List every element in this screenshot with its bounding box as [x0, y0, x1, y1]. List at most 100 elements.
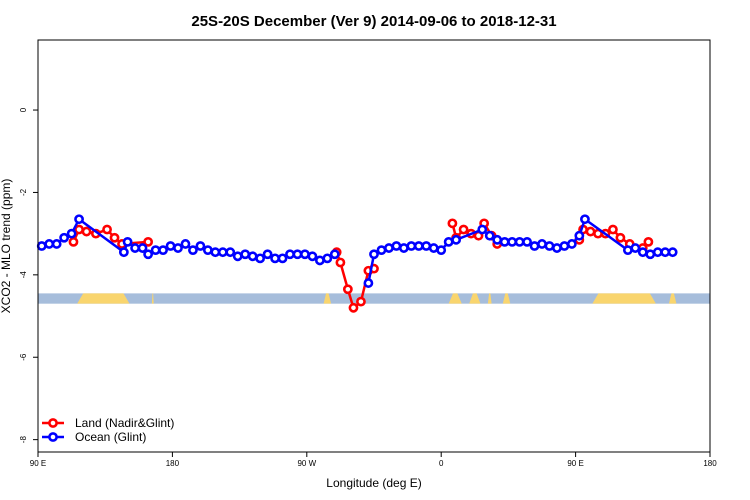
x-tick-label: 180: [703, 459, 717, 468]
data-point: [348, 302, 359, 313]
y-tick-label: -6: [19, 353, 28, 361]
data-point: [225, 247, 236, 258]
data-point: [188, 245, 198, 256]
data-point: [81, 226, 92, 237]
data-point: [44, 239, 55, 249]
data-point: [143, 236, 154, 247]
data-point: [335, 257, 346, 268]
data-point: [180, 239, 191, 249]
data-point: [51, 239, 62, 249]
data-point: [507, 236, 518, 247]
data-point: [667, 247, 678, 258]
y-axis: 0 -2 -4 -6 -8: [19, 107, 38, 443]
land-band-segment: [448, 293, 462, 304]
data-point: [137, 243, 148, 253]
data-point: [285, 249, 295, 260]
land-band-segment: [323, 293, 332, 304]
ocean-band: [38, 293, 710, 304]
data-point: [637, 247, 648, 258]
data-point: [122, 236, 133, 247]
y-tick-label: -8: [19, 436, 28, 444]
land-band-segment: [668, 293, 677, 304]
land-band-segment: [77, 293, 130, 304]
data-point: [645, 249, 656, 260]
data-point: [660, 247, 671, 258]
plot-area: [36, 214, 678, 313]
data-point: [559, 241, 570, 251]
data-point: [165, 241, 176, 251]
data-point: [643, 236, 654, 247]
data-point: [270, 253, 280, 264]
data-point: [247, 251, 258, 262]
data-point: [143, 249, 154, 260]
y-tick-label: -4: [19, 271, 28, 279]
data-point: [451, 234, 462, 245]
data-point: [322, 253, 333, 264]
data-point: [130, 243, 140, 253]
data-point: [195, 241, 206, 251]
data-point: [376, 245, 387, 256]
data-point: [369, 249, 379, 260]
data-point: [300, 249, 310, 260]
data-point: [458, 224, 469, 235]
chart-title: 25S-20S December (Ver 9) 2014-09-06 to 2…: [191, 13, 556, 30]
legend: Land (Nadir&Glint)Ocean (Glint): [42, 416, 174, 444]
data-point: [421, 241, 432, 251]
data-point: [436, 245, 447, 256]
x-tick-label: 0: [439, 459, 444, 468]
data-point: [398, 243, 409, 253]
data-point: [74, 224, 84, 235]
data-point: [413, 241, 424, 251]
x-axis: 90 E 180 90 W 0 90 E 180: [30, 452, 717, 468]
data-point: [307, 251, 318, 262]
data-point: [622, 245, 633, 256]
x-axis-label: Longitude (deg E): [326, 476, 421, 490]
data-point: [356, 296, 366, 307]
y-tick-label: -2: [19, 188, 28, 196]
x-tick-label: 180: [166, 459, 180, 468]
data-point: [447, 218, 458, 229]
data-point: [262, 249, 273, 260]
data-point: [66, 228, 77, 239]
data-point: [608, 224, 618, 235]
data-point: [210, 247, 221, 258]
data-point: [514, 236, 525, 247]
data-point: [443, 236, 454, 247]
land-band-segment: [592, 293, 656, 304]
data-point: [522, 236, 532, 247]
data-point: [217, 247, 228, 258]
data-point: [232, 251, 243, 262]
data-point: [630, 243, 641, 253]
legend-label: Land (Nadir&Glint): [75, 416, 174, 430]
data-point: [428, 243, 439, 253]
data-point: [492, 234, 503, 245]
land-band-segment: [502, 293, 511, 304]
data-point: [484, 230, 495, 241]
x-tick-label: 90 W: [297, 459, 316, 468]
land-band-segment: [469, 293, 481, 304]
data-point: [277, 253, 288, 264]
data-point: [255, 253, 266, 264]
data-point: [544, 241, 555, 251]
data-point: [292, 249, 303, 260]
data-point: [499, 236, 510, 247]
data-point: [36, 241, 47, 251]
data-point: [59, 232, 70, 243]
data-point: [202, 245, 213, 256]
x-tick-label: 90 E: [30, 459, 46, 468]
data-point: [574, 230, 585, 241]
data-point: [537, 239, 547, 249]
data-point: [74, 214, 84, 225]
land-band-segment: [487, 293, 492, 304]
legend-label: Ocean (Glint): [75, 430, 146, 444]
data-point: [102, 224, 112, 235]
data-point: [615, 232, 626, 243]
land-band-segment: [151, 293, 154, 304]
data-point: [158, 245, 168, 256]
data-point: [109, 232, 120, 243]
data-point: [384, 243, 394, 253]
y-tick-label: 0: [19, 107, 28, 112]
data-point: [566, 239, 577, 249]
plot-frame: [37, 39, 711, 453]
